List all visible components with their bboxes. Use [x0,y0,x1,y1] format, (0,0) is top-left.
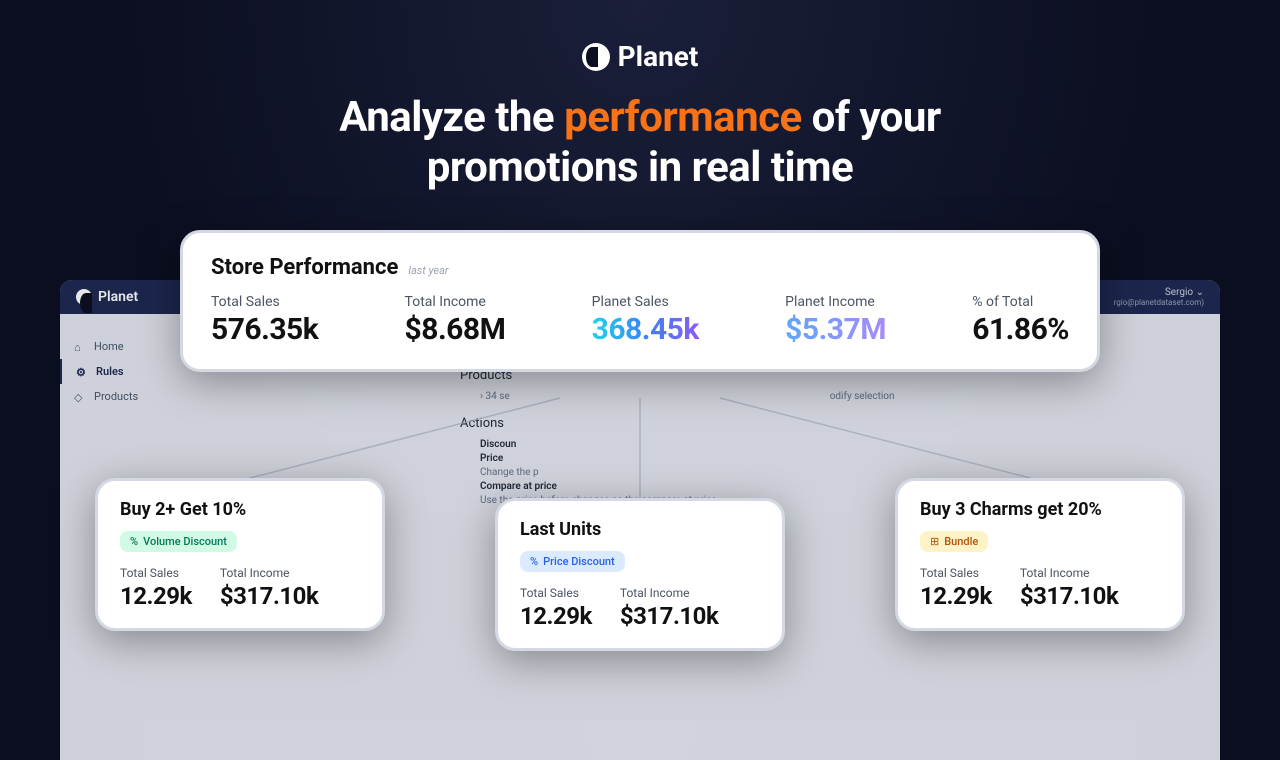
card-subtitle: last year [408,264,448,277]
metric: Planet Sales368.45k [592,294,699,347]
user-menu[interactable]: Sergio ⌄ rgio@planetdataset.com) [1114,287,1204,307]
brand-name: Planet [618,40,699,73]
store-performance-card: Store Performance last year Total Sales5… [180,230,1100,372]
sidebar-item-products[interactable]: ◇Products [60,384,170,409]
rules-icon: ⚙ [76,366,88,378]
sidebar-item-rules[interactable]: ⚙Rules [60,359,170,384]
planet-icon [76,289,92,305]
badge-bundle: ⊞Bundle [920,531,988,552]
percent-icon: % [130,535,138,548]
section-actions: Actions [200,416,1190,431]
promo-card-bundle: Buy 3 Charms get 20% ⊞Bundle Total Sales… [895,478,1185,631]
headline: Analyze the performance of your promotio… [0,93,1280,194]
promo-title: Buy 3 Charms get 20% [920,499,1160,520]
planet-icon [582,43,610,71]
metric: % of Total61.86% [972,294,1069,347]
percent-icon: % [530,555,538,568]
hero: Planet Analyze the performance of your p… [0,0,1280,194]
app-logo: Planet [76,289,138,305]
chevron-down-icon: ⌄ [1196,287,1204,298]
sidebar-item-home[interactable]: ⌂Home [60,334,170,359]
tag-icon: ◇ [74,391,86,403]
price-desc: Change the p [200,467,1190,478]
metric: Total Income$8.68M [405,294,506,347]
card-title: Store Performance [211,255,398,280]
promo-card-price: Last Units %Price Discount Total Sales12… [495,498,785,651]
products-row: › 34 seodify selection [200,391,1190,402]
promo-title: Buy 2+ Get 10% [120,499,360,520]
badge-price-discount: %Price Discount [520,551,625,572]
metrics-row: Total Sales576.35k Total Income$8.68M Plan… [211,294,1069,347]
bundle-icon: ⊞ [930,535,939,548]
chevron-right-icon: › [480,391,483,402]
price-label: Price [200,453,1190,464]
promo-card-volume: Buy 2+ Get 10% %Volume Discount Total Sa… [95,478,385,631]
metric: Planet Income$5.37M [785,294,886,347]
promo-title: Last Units [520,519,760,540]
discount-label: Discoun [200,439,1190,450]
home-icon: ⌂ [74,341,86,353]
badge-volume-discount: %Volume Discount [120,531,237,552]
brand-logo: Planet [0,40,1280,73]
metric: Total Sales576.35k [211,294,318,347]
